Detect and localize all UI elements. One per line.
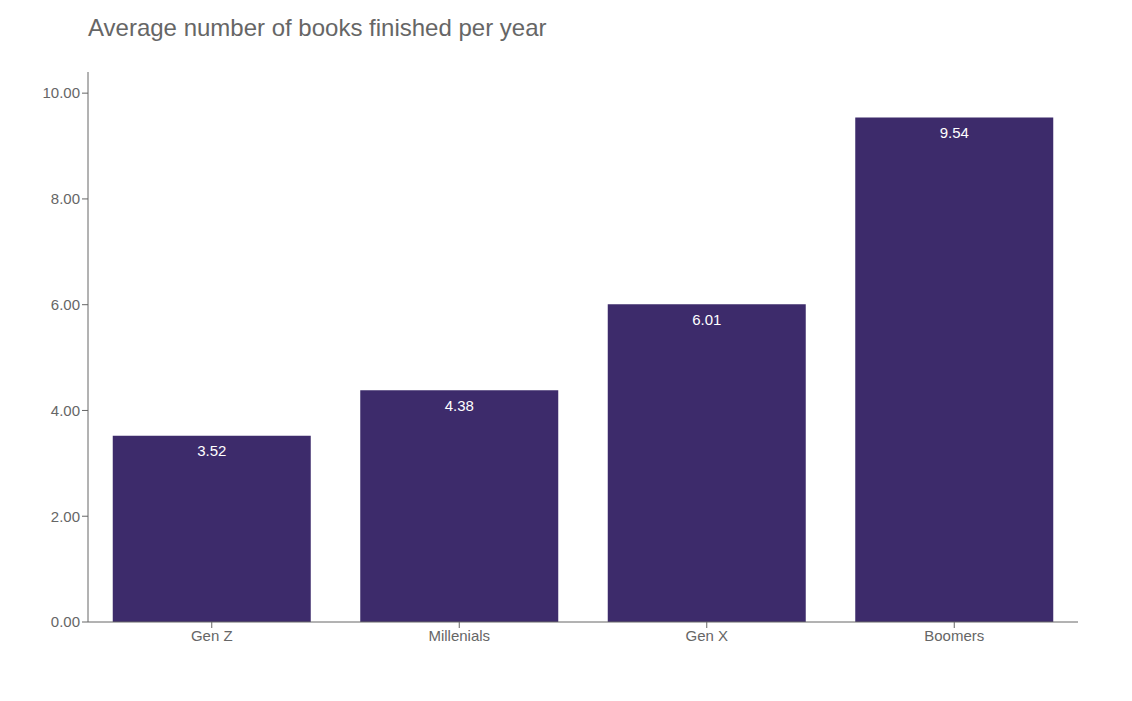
html-text:Average number of books finish: Average number of books finished per yea…: [88, 14, 547, 41]
svg-text:6.00: 6.00: [51, 296, 80, 313]
svg-text:Gen Z: Gen Z: [191, 627, 233, 644]
svg-text:3.52: 3.52: [197, 442, 226, 459]
svg-text:10.00: 10.00: [42, 84, 80, 101]
svg-text:Millenials: Millenials: [428, 627, 490, 644]
svg-text:9.54: 9.54: [940, 124, 969, 141]
svg-text:4.38: 4.38: [445, 397, 474, 414]
svg-text:2.00: 2.00: [51, 508, 80, 525]
svg-text:0.00: 0.00: [51, 613, 80, 630]
svg-text:Gen X: Gen X: [685, 627, 728, 644]
svg-text:6.01: 6.01: [692, 311, 721, 328]
svg-text:Boomers: Boomers: [924, 627, 984, 644]
svg-text:8.00: 8.00: [51, 190, 80, 207]
svg-text:4.00: 4.00: [51, 402, 80, 419]
